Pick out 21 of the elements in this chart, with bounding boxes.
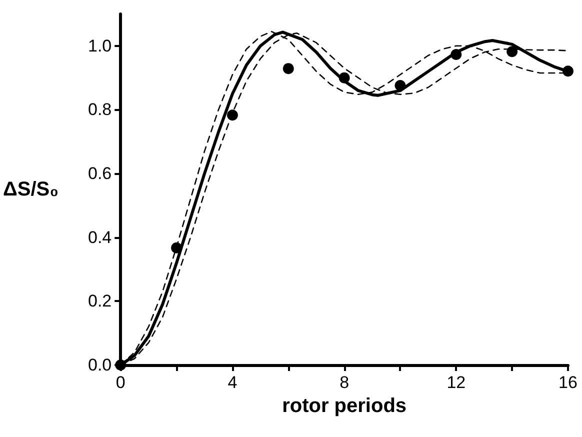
point (338, 72, 350, 84)
y-tick-label: 0.6 (88, 164, 112, 184)
x-tick-label: 16 (558, 373, 578, 392)
point (226, 110, 238, 121)
point (394, 80, 406, 91)
point (562, 66, 574, 77)
y-tick-label: 0.2 (88, 292, 112, 311)
point (171, 242, 182, 254)
y-tick-label: 0.0 (88, 356, 112, 374)
x-tick-label: 12 (446, 373, 466, 392)
x-axis-title: rotor periods (282, 394, 407, 417)
y-tick-label: 0.8 (88, 100, 112, 120)
x-tick-label: 0 (116, 373, 126, 392)
y-tick-label: 1.0 (88, 36, 112, 56)
point (282, 63, 294, 74)
x-tick-label: 8 (340, 373, 350, 392)
point (506, 46, 518, 58)
point (450, 49, 462, 60)
y-axis-title: ΔS/S₀ (3, 178, 59, 200)
y-tick-label: 0.4 (88, 228, 112, 247)
x-tick-label: 4 (228, 373, 238, 392)
